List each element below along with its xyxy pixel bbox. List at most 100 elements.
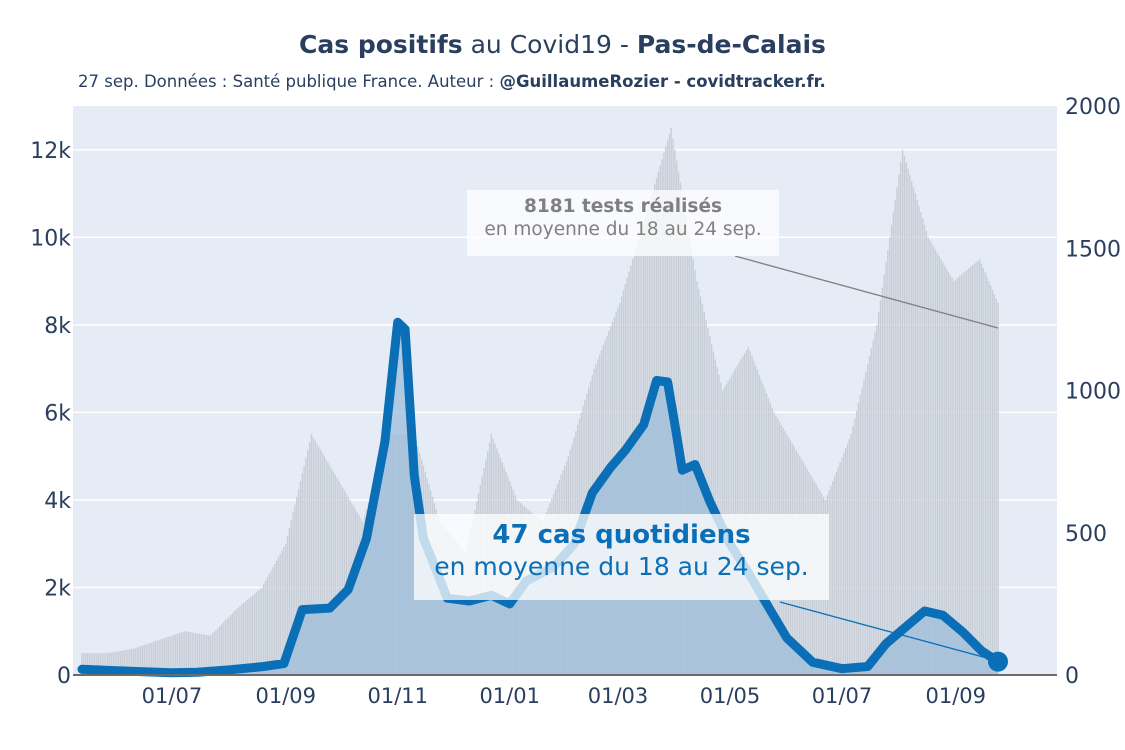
- chart-subtitle: 27 sep. Données : Santé publique France.…: [78, 72, 826, 91]
- tests-bar: [257, 590, 259, 675]
- tests-bar: [336, 478, 338, 675]
- tests-annotation-period: en moyenne du 18 au 24 sep.: [484, 219, 762, 240]
- cases-area: [82, 322, 998, 675]
- tests-bar: [244, 601, 247, 675]
- tests-bar: [914, 193, 917, 676]
- tests-bar: [165, 637, 168, 675]
- tests-bar: [116, 651, 118, 675]
- tests-bar: [931, 243, 933, 676]
- tests-bar: [944, 265, 946, 675]
- y-tick-left: 2k: [44, 576, 71, 601]
- tests-bar: [283, 547, 285, 675]
- tests-bar: [272, 567, 274, 675]
- x-tick: 01/05: [700, 684, 761, 708]
- tests-bar: [323, 456, 326, 675]
- tests-bar: [329, 465, 331, 675]
- tests-bar: [900, 162, 902, 675]
- tests-bar: [844, 448, 847, 675]
- tests-bar: [125, 649, 127, 675]
- tests-bar: [81, 653, 83, 675]
- tests-bar: [685, 215, 687, 675]
- tests-bar: [916, 199, 918, 676]
- tests-bar: [993, 294, 996, 675]
- tests-bar: [184, 631, 186, 675]
- tests-bar: [263, 584, 265, 675]
- tests-bar: [224, 620, 226, 675]
- tests-bar: [290, 520, 292, 675]
- tests-bar: [86, 653, 89, 675]
- tests-bar: [233, 611, 236, 675]
- tests-bar: [114, 651, 116, 675]
- y-tick-right: 500: [1065, 522, 1107, 547]
- tests-bar: [198, 633, 201, 675]
- tests-bar: [246, 599, 248, 675]
- tests-bar: [334, 474, 337, 675]
- tests-bar: [182, 631, 184, 675]
- tests-bar: [933, 246, 935, 675]
- tests-bar: [307, 449, 309, 675]
- tests-bar: [949, 274, 951, 675]
- x-tick: 01/09: [255, 684, 316, 708]
- y-tick-left: 6k: [44, 401, 71, 426]
- tests-bar: [292, 512, 294, 675]
- tests-bar: [967, 268, 970, 675]
- tests-bar: [687, 226, 689, 675]
- tests-bar: [980, 263, 983, 675]
- x-tick: 01/09: [926, 684, 987, 708]
- tests-bar: [905, 162, 907, 675]
- tests-bar: [876, 324, 878, 675]
- tests-bar: [141, 645, 144, 675]
- tests-bar: [217, 628, 219, 675]
- x-tick: 01/01: [479, 684, 540, 708]
- tests-bar: [927, 237, 929, 676]
- y-tick-right: 1500: [1065, 237, 1121, 262]
- tests-bar: [268, 573, 270, 675]
- tests-bar: [279, 553, 281, 675]
- tests-bar: [242, 603, 245, 675]
- tests-bar: [206, 634, 208, 675]
- tests-bar: [865, 371, 867, 675]
- tests-bar: [149, 643, 151, 675]
- tests-bar: [112, 652, 114, 675]
- tests-bar: [920, 212, 922, 676]
- tests-bar: [839, 462, 841, 675]
- tests-bar: [132, 648, 135, 675]
- tests-bar: [837, 467, 839, 675]
- tests-bar: [241, 604, 243, 675]
- cases-annotation-value: 47 cas quotidiens: [492, 520, 751, 550]
- y-tick-right: 2000: [1065, 95, 1121, 120]
- tests-bar: [912, 187, 915, 676]
- tests-bar: [196, 633, 199, 675]
- tests-bar: [925, 231, 928, 676]
- title-region: Pas-de-Calais: [636, 30, 826, 59]
- tests-bar: [896, 187, 898, 676]
- tests-bar: [226, 618, 228, 675]
- tests-bar: [178, 633, 180, 675]
- tests-bar: [982, 267, 985, 675]
- tests-bar: [259, 589, 261, 675]
- tests-bar: [253, 593, 256, 675]
- tests-bar: [228, 616, 230, 675]
- y-tick-right: 0: [1065, 664, 1079, 689]
- tests-bar: [843, 453, 845, 675]
- tests-bar: [833, 476, 836, 675]
- tests-bar: [136, 647, 138, 675]
- tests-bar: [303, 465, 305, 675]
- tests-bar: [850, 434, 852, 675]
- tests-bar: [975, 262, 977, 675]
- tests-bar: [95, 653, 98, 675]
- tests-bar: [832, 481, 834, 675]
- tests-bar: [318, 446, 320, 675]
- tests-bar: [341, 487, 344, 675]
- tests-bar: [314, 440, 316, 675]
- tests-bar: [316, 443, 318, 675]
- tests-bar: [870, 348, 873, 675]
- tests-bar: [852, 426, 854, 675]
- tests-bar: [189, 632, 192, 675]
- tests-bar: [108, 652, 111, 675]
- tests-bar: [945, 268, 948, 675]
- tests-bar: [294, 504, 296, 675]
- tests-bar: [92, 653, 94, 675]
- tests-bar: [185, 631, 188, 675]
